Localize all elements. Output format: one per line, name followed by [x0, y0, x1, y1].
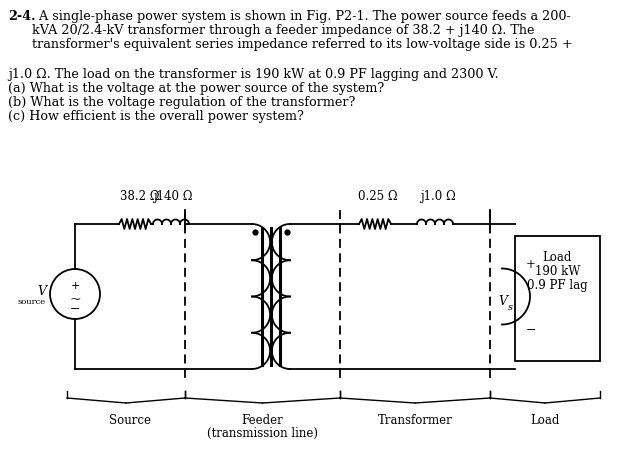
Text: j1.0 Ω. The load on the transformer is 190 kW at 0.9 PF lagging and 2300 V.: j1.0 Ω. The load on the transformer is 1…	[8, 68, 499, 81]
Text: (transmission line): (transmission line)	[207, 426, 318, 439]
Text: 190 kW: 190 kW	[535, 265, 580, 278]
Text: ~: ~	[69, 292, 81, 307]
Text: kVA 20/2.4-kV transformer through a feeder impedance of 38.2 + j140 Ω. The: kVA 20/2.4-kV transformer through a feed…	[8, 24, 534, 37]
Text: V: V	[37, 285, 46, 298]
Text: −: −	[526, 323, 536, 336]
Text: Feeder: Feeder	[242, 413, 283, 426]
Text: Source: Source	[109, 413, 151, 426]
Text: +: +	[70, 280, 80, 290]
Text: 38.2 Ω: 38.2 Ω	[120, 189, 160, 203]
Text: transformer's equivalent series impedance referred to its low-voltage side is 0.: transformer's equivalent series impedanc…	[8, 38, 572, 51]
Text: (b) What is the voltage regulation of the transformer?: (b) What is the voltage regulation of th…	[8, 96, 356, 109]
Bar	[515, 237, 600, 361]
Text: 0.9 PF lag: 0.9 PF lag	[528, 278, 588, 291]
Text: (a) What is the voltage at the power source of the system?: (a) What is the voltage at the power sou…	[8, 82, 384, 95]
Text: s: s	[508, 302, 513, 311]
Text: 0.25 Ω: 0.25 Ω	[358, 189, 398, 203]
Text: Load: Load	[542, 250, 572, 263]
Text: 2-4.: 2-4.	[8, 10, 36, 23]
Text: (c) How efficient is the overall power system?: (c) How efficient is the overall power s…	[8, 110, 304, 123]
Text: +: +	[526, 258, 536, 271]
Text: j140 Ω: j140 Ω	[153, 189, 192, 203]
Text: −: −	[70, 302, 80, 315]
Text: Load: Load	[530, 413, 560, 426]
Text: j1.0 Ω: j1.0 Ω	[420, 189, 456, 203]
Text: V: V	[498, 294, 507, 307]
Text: Transformer: Transformer	[378, 413, 452, 426]
Text: A single-phase power system is shown in Fig. P2-1. The power source feeds a 200-: A single-phase power system is shown in …	[35, 10, 571, 23]
Text: source: source	[18, 298, 46, 306]
